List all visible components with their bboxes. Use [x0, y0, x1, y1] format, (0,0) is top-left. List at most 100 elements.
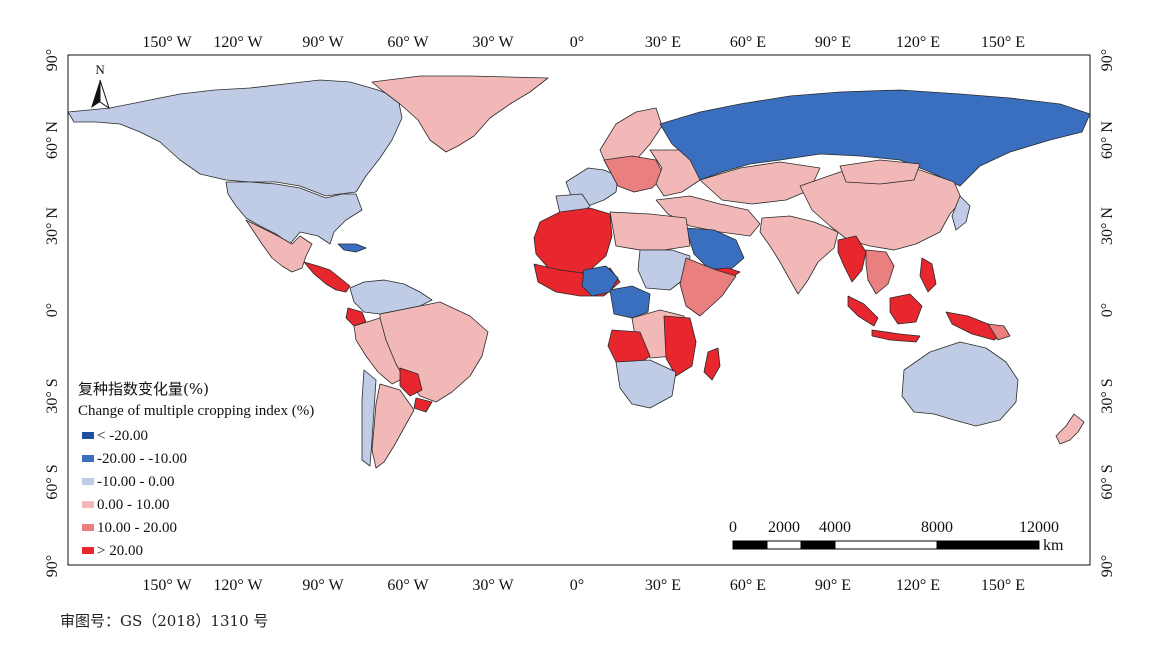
region-myanmar	[837, 235, 867, 283]
longitude-label: 30° W	[472, 577, 514, 594]
region-india	[759, 215, 839, 295]
land-layer	[67, 75, 1091, 469]
region-egypt-libya	[609, 211, 691, 251]
longitude-label: 30° W	[472, 34, 514, 51]
scale-bar-unit: km	[1043, 537, 1064, 554]
legend-swatch	[82, 501, 94, 508]
north-arrow-label: N	[95, 62, 105, 77]
longitude-label: 150° E	[981, 577, 1025, 594]
legend-title-cn: 复种指数变化量(%)	[78, 380, 209, 398]
latitude-labels-left: 90° 60° N 30° N 0° 30° S 60° S 90°	[44, 49, 61, 577]
region-indochina	[865, 249, 895, 295]
region-east-africa	[663, 315, 697, 377]
approval-number: 审图号：GS（2018）1310 号	[60, 612, 269, 630]
region-peru-bolivia	[353, 317, 405, 385]
longitude-label: 90° W	[302, 577, 344, 594]
longitude-label: 90° E	[815, 34, 851, 51]
longitude-label: 120° E	[896, 577, 940, 594]
region-mongolia	[839, 159, 921, 185]
scale-bar-segment	[834, 540, 938, 550]
region-southern-africa	[615, 359, 677, 409]
legend-swatch	[82, 547, 94, 554]
region-madagascar	[703, 347, 721, 381]
region-usa	[225, 181, 363, 245]
north-arrow: N	[91, 62, 110, 110]
latitude-label: 90°	[1099, 555, 1116, 577]
latitude-label: 30° S	[44, 378, 61, 413]
region-java	[871, 329, 921, 343]
region-canada-alaska	[67, 79, 403, 197]
legend-label: < -20.00	[97, 428, 148, 444]
region-paraguay	[399, 367, 423, 397]
longitude-label: 90° W	[302, 34, 344, 51]
longitude-label: 60° E	[730, 577, 766, 594]
region-sudan	[637, 249, 691, 291]
scale-bar-segment	[732, 540, 768, 550]
longitude-labels-bottom: 150° W 120° W 90° W 60° W 30° W 0° 30° E 60° E 9…	[142, 577, 1025, 594]
region-argentina	[371, 383, 415, 469]
longitude-label: 150° W	[142, 577, 192, 594]
latitude-label: 90°	[44, 555, 61, 577]
scale-bar-segment	[766, 540, 802, 550]
latitude-label: 60° S	[1099, 464, 1116, 499]
longitude-label: 60° E	[730, 34, 766, 51]
latitude-label: 30° N	[1099, 207, 1116, 245]
longitude-label: 0°	[570, 34, 584, 51]
longitude-label: 60° W	[387, 577, 429, 594]
region-brazil	[379, 301, 489, 403]
legend-swatch	[82, 455, 94, 462]
longitude-label: 90° E	[815, 577, 851, 594]
longitude-label: 150° E	[981, 34, 1025, 51]
longitude-label: 60° W	[387, 34, 429, 51]
scale-bar-tick-label: 12000	[1019, 519, 1059, 536]
region-new-zealand	[1055, 413, 1085, 445]
latitude-label: 30° N	[44, 207, 61, 245]
region-colombia-venezuela	[349, 279, 433, 315]
legend-swatch	[82, 524, 94, 531]
latitude-label: 90°	[44, 49, 61, 71]
latitude-label: 60° S	[44, 464, 61, 499]
region-chile	[361, 369, 377, 467]
region-central-africa	[609, 285, 651, 319]
legend-items: < -20.00 -20.00 - -10.00 -10.00 - 0.00 0.00…	[82, 428, 187, 559]
legend-swatch	[82, 432, 94, 439]
scale-bar: 0 2000 4000 8000 12000 km	[729, 519, 1064, 554]
region-mexico	[245, 219, 313, 273]
legend-label: -10.00 - 0.00	[97, 474, 175, 490]
legend-title-en: Change of multiple cropping index (%)	[78, 403, 314, 419]
longitude-label: 30° E	[645, 34, 681, 51]
latitude-label: 60° N	[1099, 121, 1116, 159]
scale-bar-ticks: 0 2000 4000 8000 12000	[729, 519, 1059, 536]
north-arrow-icon	[91, 80, 100, 108]
legend-swatch	[82, 478, 94, 485]
longitude-label: 120° W	[213, 577, 263, 594]
region-japan	[951, 195, 971, 231]
scale-bar-segment	[936, 540, 1040, 550]
region-central-america	[303, 261, 351, 293]
longitude-label: 30° E	[645, 577, 681, 594]
region-philippines	[919, 257, 937, 293]
legend-label: 10.00 - 20.00	[97, 520, 177, 536]
legend: 复种指数变化量(%) Change of multiple cropping i…	[78, 380, 314, 559]
latitude-label: 90°	[1099, 49, 1116, 71]
latitude-label: 60° N	[44, 121, 61, 159]
region-saudi-arabia	[685, 227, 745, 271]
scale-bar-tick-label: 4000	[819, 519, 851, 536]
region-russia	[659, 89, 1091, 187]
map-frame	[67, 54, 1091, 566]
region-greenland	[371, 75, 549, 153]
longitude-labels-top: 150° W 120° W 90° W 60° W 30° W 0° 30° E 60° E 9…	[142, 34, 1025, 51]
region-australia	[901, 341, 1019, 427]
region-north-africa	[533, 207, 613, 277]
region-borneo	[889, 293, 923, 325]
legend-label: 0.00 - 10.00	[97, 497, 170, 513]
region-horn-of-africa	[679, 257, 737, 317]
latitude-labels-right: 90° 60° N 30° N 0° 30° S 60° S 90°	[1099, 49, 1116, 577]
scale-bar-segment	[800, 540, 836, 550]
scale-bar-tick-label: 8000	[921, 519, 953, 536]
latitude-label: 0°	[44, 303, 61, 317]
region-sumatra	[847, 295, 879, 327]
region-uruguay	[413, 397, 433, 413]
legend-label: > 20.00	[97, 543, 143, 559]
